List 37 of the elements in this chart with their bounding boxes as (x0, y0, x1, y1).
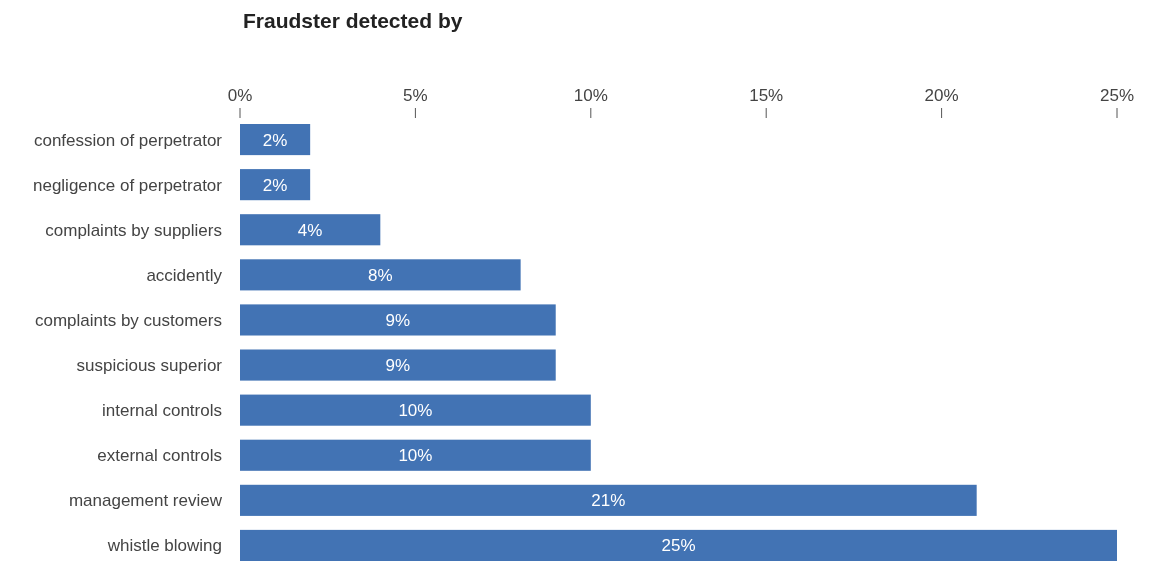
bar (240, 484, 977, 516)
x-tick-label: 0% (227, 86, 253, 105)
y-tick-label: suspicious superior (76, 356, 223, 375)
bar (240, 439, 591, 471)
data-label: 21% (591, 491, 626, 511)
y-tick-label: negligence of perpetrator (32, 175, 223, 195)
bar (240, 214, 381, 246)
y-tick-label: complaints by customers (34, 310, 222, 330)
x-tick-label: 15% (749, 86, 784, 105)
y-tick-label: external controls (97, 446, 222, 466)
y-tick-label: whistle blowing (106, 536, 222, 556)
bar (240, 529, 1117, 561)
y-tick-label: confession of perpetrator (33, 130, 223, 150)
data-label: 10% (398, 446, 433, 466)
data-label: 2% (262, 130, 288, 150)
y-tick-label: internal controls (101, 401, 222, 421)
data-label: 25% (661, 536, 696, 556)
bar (240, 259, 521, 291)
data-label: 9% (385, 310, 411, 330)
data-label: 2% (262, 175, 288, 195)
data-label: 10% (398, 401, 433, 421)
bar (240, 394, 591, 426)
bar (240, 169, 311, 201)
y-tick-label: accidently (146, 265, 223, 285)
bar (240, 304, 556, 336)
bar (240, 124, 311, 156)
data-label: 9% (385, 356, 411, 375)
x-tick-label: 10% (573, 86, 608, 105)
data-label: 4% (297, 220, 323, 240)
chart-title: Fraudster detected by (243, 9, 463, 32)
x-tick-label: 25% (1099, 86, 1135, 105)
y-tick-label: complaints by suppliers (45, 220, 222, 240)
x-tick-label: 5% (403, 86, 428, 105)
y-tick-label: management review (68, 491, 223, 511)
bar (240, 349, 556, 381)
x-tick-label: 20% (924, 86, 959, 105)
data-label: 8% (368, 265, 393, 285)
